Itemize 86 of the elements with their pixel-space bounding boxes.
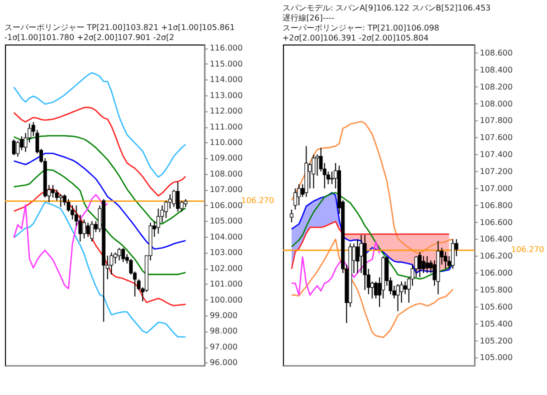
text: -1σ[1.00]101.780 +2σ[2.00]107.901 -2σ[2 <box>4 33 174 42</box>
candlestick <box>156 208 160 234</box>
candlestick <box>425 256 429 274</box>
line-series <box>290 238 454 338</box>
y-tick-label: 105.000 <box>210 216 243 226</box>
candlestick <box>110 252 114 276</box>
candlestick <box>176 181 180 212</box>
y-tick-label: 106.000 <box>480 268 513 278</box>
y-tick-label: 105.000 <box>480 353 513 362</box>
y-tick-label: 113.000 <box>210 90 243 100</box>
line-series <box>13 72 186 178</box>
text: +2σ[2.00]106.391 -2σ[2.00]105.804 <box>282 34 429 43</box>
candlestick <box>16 140 20 158</box>
candlestick <box>418 251 422 278</box>
y-tick-label: 97.000 <box>210 342 238 352</box>
candlestick <box>451 238 455 270</box>
y-tick-label: 112.000 <box>210 106 243 116</box>
line-series <box>13 152 186 250</box>
line-series <box>13 106 186 196</box>
line-series <box>290 220 450 270</box>
y-tick-label: 102.000 <box>210 264 243 273</box>
candlestick <box>374 281 378 299</box>
y-tick-label: 107.400 <box>480 150 513 160</box>
line-series <box>13 188 186 306</box>
y-tick-label: 105.800 <box>480 285 513 294</box>
y-tick-label: 115.000 <box>210 59 243 68</box>
line-series <box>290 241 380 296</box>
y-tick-label: 108.000 <box>480 99 513 108</box>
y-tick-label: 114.000 <box>210 75 243 84</box>
y-tick-label: 116.000 <box>210 44 243 53</box>
line-series <box>13 194 108 290</box>
candlestick <box>444 251 448 270</box>
candlestick <box>121 247 125 263</box>
y-tick-label: 96.000 <box>210 358 238 368</box>
y-tick-label: 105.400 <box>480 319 513 328</box>
y-tick-label: 109.000 <box>210 154 243 163</box>
candlestick <box>403 281 407 295</box>
y-tick-label: 110.000 <box>210 138 243 147</box>
y-tick-label: 106.000 <box>210 200 243 210</box>
y-tick-label: 106.400 <box>480 234 513 244</box>
y-tick-label: 108.400 <box>480 65 513 74</box>
y-tick-label: 106.600 <box>480 218 513 227</box>
candlestick <box>297 184 301 206</box>
candlestick <box>117 247 122 261</box>
candlestick <box>90 220 94 242</box>
candlestick <box>290 209 294 223</box>
candlestick <box>86 222 90 238</box>
y-tick-label: 106.200 <box>480 252 513 261</box>
line-series <box>13 201 186 338</box>
y-tick-label: 106.800 <box>480 200 513 210</box>
text: スーパーボリンジャー TP[21.00]103.821 +1σ[1.00]105.861 <box>4 23 235 32</box>
text: スーパーボリンジャー: TP[21.00]106.098 <box>282 24 440 33</box>
candlestick <box>312 154 316 189</box>
ref-line-label: 106.270 <box>241 196 274 206</box>
candlestick <box>422 256 426 274</box>
candlestick <box>293 188 298 210</box>
candlestick <box>359 234 364 274</box>
ref-line-label: 106.270 <box>511 245 544 254</box>
candlestick <box>51 184 55 198</box>
y-tick-label: 100.000 <box>210 295 243 304</box>
y-tick-label: 105.600 <box>480 302 513 312</box>
candlestick <box>58 194 62 208</box>
y-tick-label: 103.000 <box>210 248 243 258</box>
y-tick-label: 101.000 <box>210 280 243 289</box>
candlestick <box>172 189 176 208</box>
text: スパンモデル: スパンA[9]106.122 スパンB[52]106.453 <box>282 4 491 13</box>
y-tick-label: 104.000 <box>210 232 243 242</box>
y-tick-label: 99.000 <box>210 310 238 320</box>
candlestick <box>356 238 360 274</box>
y-tick-label: 107.600 <box>480 133 513 142</box>
y-tick-label: 107.000 <box>210 185 243 194</box>
line-series <box>290 120 454 254</box>
candlestick <box>12 138 16 156</box>
candlestick <box>396 284 400 312</box>
y-tick-label: 107.800 <box>480 116 513 126</box>
y-tick-label: 108.600 <box>480 48 513 58</box>
line-series <box>13 168 186 276</box>
y-tick-label: 111.000 <box>210 122 243 132</box>
y-tick-label: 107.200 <box>480 166 513 176</box>
y-tick-label: 108.000 <box>210 169 243 178</box>
y-tick-label: 107.000 <box>480 184 513 193</box>
y-tick-label: 105.200 <box>480 336 513 346</box>
text: 遅行線[26]---- <box>282 14 334 23</box>
candlestick <box>82 219 86 239</box>
y-tick-label: 108.200 <box>480 82 513 92</box>
y-tick-label: 98.000 <box>210 326 238 336</box>
